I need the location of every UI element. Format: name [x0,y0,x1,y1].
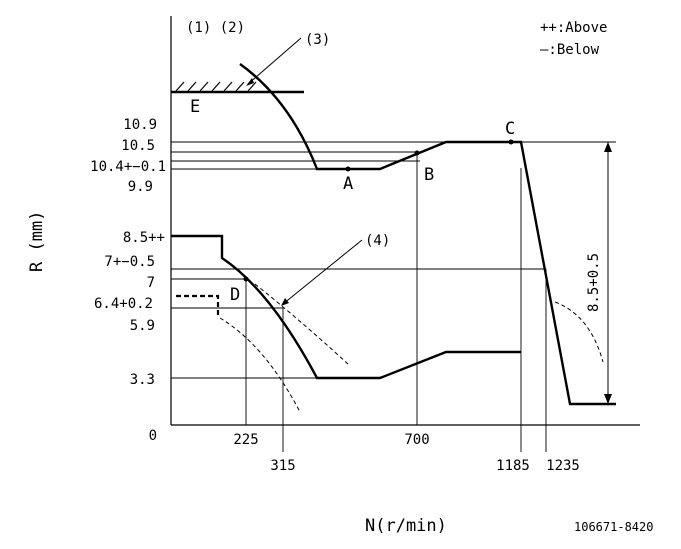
x-label-1235: 1235 [546,458,580,474]
header-callouts-1-2: (1) (2) [186,20,245,36]
dimension-arrow-top [604,142,612,152]
point-label-b: B [424,165,434,185]
y-label-10-5: 10.5 [121,138,155,154]
y-axis-labels: 10.9 10.5 10.4+−0.1 9.9 8.5++ 7+−0.5 7 6… [90,117,166,444]
legend-above: ++:Above [540,20,607,36]
x-label-315: 315 [270,458,295,474]
x-axis-labels: 225 315 700 1185 1235 [233,432,580,474]
y-label-3-3: 3.3 [130,372,155,388]
callout-4-arrow [281,298,289,306]
y-label-10-9: 10.9 [123,117,157,133]
y-label-6-4: 6.4+0.2 [94,296,153,312]
x-axis-title: N(r/min) [365,516,447,536]
y-axis-title: R (mm) [27,211,47,272]
y-label-10-4: 10.4+−0.1 [90,159,166,175]
x-label-1185: 1185 [496,458,530,474]
callout-3-arrow [246,78,254,86]
point-label-c: C [505,119,515,139]
callout-3-label: (3) [305,32,330,48]
dashed-step-d [176,294,220,316]
point-label-d: D [230,285,240,305]
y-label-7: 7 [147,275,155,291]
low-load-curve [171,234,521,380]
stopper-hatch [171,81,304,94]
point-label-e: E [190,97,200,117]
dimension-arrow-bottom [604,394,612,404]
tolerance-dashed-curves [219,283,604,413]
vertical-reference-lines [245,152,547,452]
x-label-225: 225 [233,432,258,448]
reference-lines [171,141,616,379]
y-label-9-9: 9.9 [128,179,153,195]
drawing-number: 106671-8420 [574,520,653,534]
point-marker-a [345,166,351,172]
y-label-8-5: 8.5++ [123,230,165,246]
dimension-label: 8.5+0.5 [586,253,602,312]
callout-4-label: (4) [365,233,390,249]
point-marker-b [414,150,420,156]
y-label-7-pm: 7+−0.5 [104,254,155,270]
point-marker-d [243,276,249,282]
origin-label: 0 [149,428,157,444]
full-load-curve [239,63,616,406]
y-label-5-9: 5.9 [130,318,155,334]
point-label-a: A [343,174,353,194]
x-label-700: 700 [404,432,429,448]
point-marker-c [508,139,514,145]
legend-below: —:Below [540,42,600,58]
callout-4-leader [282,239,363,305]
